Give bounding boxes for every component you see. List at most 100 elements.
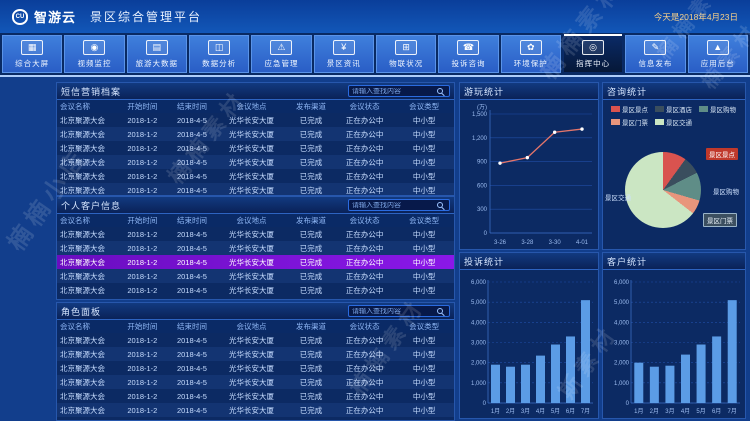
legend-item[interactable]: 景区景点 — [611, 104, 648, 114]
nav-item-2[interactable]: ◉ 视频监控 — [64, 35, 125, 73]
table-cell: 2018-1-2 — [127, 129, 158, 139]
svg-text:1,200: 1,200 — [472, 136, 488, 142]
emergency-icon: ⚠ — [270, 39, 293, 55]
panel-header: 角色面板 — [57, 303, 454, 320]
svg-text:3,000: 3,000 — [471, 341, 487, 347]
table-cell: 北京聚源大会 — [60, 363, 105, 373]
search-box — [348, 85, 450, 97]
search-input[interactable] — [352, 201, 437, 209]
column-header: 会议类型 — [409, 216, 440, 225]
column-header: 会议状态 — [349, 216, 380, 225]
environment-icon: ✿ — [519, 39, 542, 55]
table-cell: 已完成 — [299, 243, 323, 253]
table-cell: 光华长安大厦 — [229, 157, 274, 167]
table-cell: 2018-4-5 — [176, 405, 207, 415]
nav-item-1[interactable]: ▦ 综合大屏 — [2, 35, 63, 73]
legend-item[interactable]: 景区酒店 — [655, 104, 692, 114]
nav-item-4[interactable]: ◫ 数据分析 — [188, 35, 250, 73]
search-input[interactable] — [352, 87, 437, 95]
customer-bar-chart: 0 1,000 2,000 3,000 4,000 5,000 6,000 1月 2月 3月 4月 5… — [603, 270, 745, 418]
table-cell: 北京聚源大会 — [60, 171, 105, 181]
nav-item-12[interactable]: ▲ 应用后台 — [687, 35, 748, 73]
table-cell: 光华长安大厦 — [229, 129, 274, 139]
search-input[interactable] — [352, 307, 437, 315]
pie-callout-label: 景区购物 — [713, 189, 739, 196]
nav-item-8[interactable]: ☎ 投诉咨询 — [438, 35, 499, 73]
search-icon[interactable] — [437, 307, 446, 316]
panel-sms-archive: 短信营销档案 会议名称 开始时间 结束时间 会议地点 发布渠道 会议状态 会议类型北京聚源大… — [56, 82, 455, 196]
table-cell: 已完成 — [299, 335, 323, 345]
table-cell: 正在办公中 — [345, 115, 384, 125]
table-cell: 2018-4-5 — [176, 391, 207, 401]
nav-item-label: 数据分析 — [202, 58, 237, 68]
nav-item-9[interactable]: ✿ 环境保护 — [500, 35, 561, 73]
table-cell: 正在办公中 — [345, 391, 384, 401]
table-cell: 2018-4-5 — [176, 157, 207, 167]
video-monitor-icon: ◉ — [83, 39, 106, 55]
table-cell: 正在办公中 — [345, 243, 384, 253]
panel-header: 客户统计 — [603, 253, 745, 270]
nav-item-11[interactable]: ✎ 信息发布 — [625, 35, 686, 73]
table-cell: 北京聚源大会 — [60, 157, 105, 167]
nav-item-10[interactable]: ◎ 指挥中心 — [562, 34, 624, 73]
data-table: 会议名称 开始时间 结束时间 会议地点 发布渠道 会议状态 会议类型 北京聚源大会 2018-1… — [57, 320, 454, 421]
search-icon[interactable] — [437, 87, 446, 96]
nav-item-7[interactable]: ⊞ 物联状况 — [375, 35, 437, 73]
nav-item-6[interactable]: ¥ 景区资讯 — [313, 35, 374, 73]
table-cell: 中小型 — [412, 185, 436, 195]
table-cell: 北京聚源大会 — [60, 391, 105, 401]
table-cell: 光华长安大厦 — [229, 363, 274, 373]
svg-text:0: 0 — [626, 401, 630, 407]
table-cell: 2018-1-2 — [127, 115, 158, 125]
table-cell: 光华长安大厦 — [229, 243, 274, 253]
svg-text:6月: 6月 — [566, 408, 575, 415]
table-cell: 北京聚源大会 — [60, 143, 105, 153]
search-icon[interactable] — [437, 201, 446, 210]
table-cell: 2018-4-5 — [176, 129, 207, 139]
svg-text:4,000: 4,000 — [614, 320, 630, 326]
table-cell: 北京聚源大会 — [60, 185, 105, 195]
table-cell: 正在办公中 — [345, 285, 384, 295]
table-cell: 正在办公中 — [345, 129, 384, 139]
table-cell: 已完成 — [299, 257, 323, 267]
svg-text:3,000: 3,000 — [614, 341, 630, 347]
table-row-selected[interactable]: 北京聚源大会 2018-1-2 2018-4-5 光华长安大厦 已完成 正在办公中 中小型 — [57, 255, 454, 269]
table-cell: 正在办公中 — [345, 271, 384, 281]
nav-item-5[interactable]: ⚠ 应急管理 — [251, 35, 312, 73]
table-cell: 2018-1-2 — [127, 257, 158, 267]
legend-item[interactable]: 景区购物 — [699, 104, 736, 114]
legend-item[interactable]: 景区门票 — [611, 117, 648, 127]
panel-title: 短信营销档案 — [61, 86, 122, 97]
table-cell: 正在办公中 — [345, 185, 384, 195]
svg-text:5,000: 5,000 — [614, 300, 630, 306]
table-cell: 2018-1-2 — [127, 377, 158, 387]
nav-item-label: 应用后台 — [700, 58, 735, 68]
nav-item-label: 物联状况 — [389, 58, 424, 68]
table-cell: 2018-4-5 — [176, 171, 207, 181]
panel-header: 咨询统计 — [603, 83, 745, 100]
svg-text:2月: 2月 — [650, 408, 659, 415]
svg-text:6,000: 6,000 — [614, 280, 630, 286]
table-cell: 正在办公中 — [345, 257, 384, 267]
legend-item[interactable]: 景区交通 — [655, 117, 692, 127]
svg-text:4-01: 4-01 — [576, 240, 589, 246]
nav-item-3[interactable]: ▤ 旅游大数据 — [126, 35, 187, 73]
table-cell: 2018-1-2 — [117, 420, 169, 421]
